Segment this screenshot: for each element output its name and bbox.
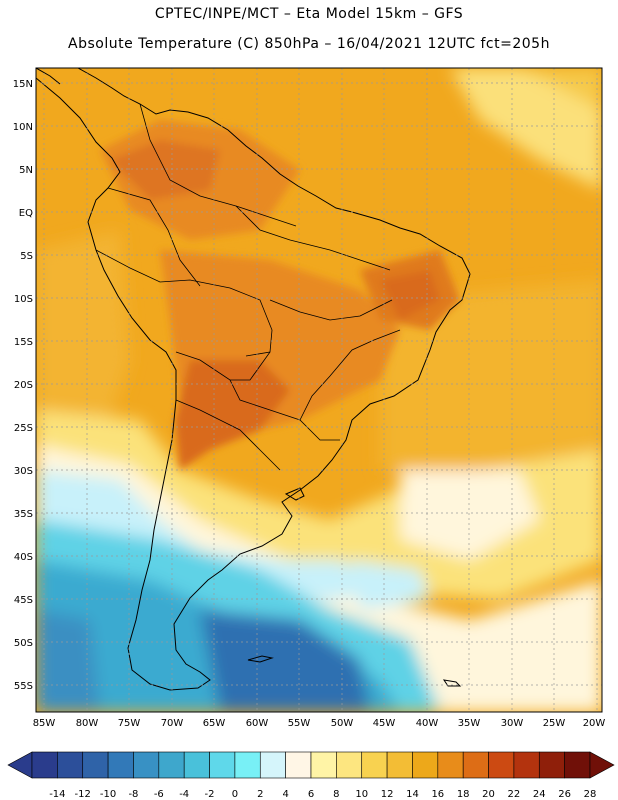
falklands xyxy=(247,655,274,663)
field-very-hot xyxy=(175,360,290,470)
lon-label: 50W xyxy=(331,718,354,729)
colorbar-tick-label: 8 xyxy=(333,789,339,800)
colorbar-tick-label: -6 xyxy=(154,789,164,800)
temperature-field xyxy=(36,68,602,712)
colorbar-tick-label: 10 xyxy=(355,789,368,800)
colorbar-tick-label: 26 xyxy=(558,789,571,800)
colorbar-tick-label: -4 xyxy=(179,789,189,800)
latitude-labels: 15N 10N 5N EQ 5S 10S 15S 20S 25S 30S 35S… xyxy=(13,79,33,692)
colorbar-tick-label: -12 xyxy=(75,789,91,800)
colorbar-tick-label: 12 xyxy=(381,789,394,800)
lon-label: 80W xyxy=(76,718,99,729)
lat-label: 55S xyxy=(14,681,33,692)
lat-label: 20S xyxy=(14,380,33,391)
lat-label: 15S xyxy=(14,337,33,348)
colorbar-swatch xyxy=(234,751,261,779)
colorbar-tick-label: 16 xyxy=(431,789,444,800)
field-pacific-warm xyxy=(36,230,130,430)
lat-label: 30S xyxy=(14,466,33,477)
colorbar-swatch xyxy=(361,751,388,779)
lon-label: 25W xyxy=(543,718,566,729)
lat-label: 25S xyxy=(14,423,33,434)
colorbar-swatch xyxy=(259,751,286,779)
colorbar-tick-label: -2 xyxy=(205,789,215,800)
lon-label: 30W xyxy=(501,718,524,729)
lon-label: 55W xyxy=(288,718,311,729)
colorbar-swatch xyxy=(183,751,210,779)
colorbar: -14 -12 -10 -8 -6 -4 -2 0 2 4 6 8 10 12 14 16 18 20 22 24 26… xyxy=(7,751,615,800)
lat-label: 45S xyxy=(14,595,33,606)
map-title-line2: Absolute Temperature (C) 850hPa – 16/04/… xyxy=(68,36,550,52)
lat-label: 50S xyxy=(14,638,33,649)
lat-label: 10S xyxy=(14,294,33,305)
colorbar-swatch xyxy=(538,751,565,779)
colorbar-tick-label: 28 xyxy=(584,789,597,800)
lon-label: 70W xyxy=(161,718,184,729)
colorbar-tick-label: 2 xyxy=(257,789,263,800)
coastline-central-america xyxy=(36,68,61,85)
lon-label: 45W xyxy=(373,718,396,729)
lon-label: 85W xyxy=(33,718,56,729)
colorbar-swatch xyxy=(57,751,84,779)
field-atlantic-warm xyxy=(380,280,602,470)
colorbar-tick-label: 20 xyxy=(482,789,495,800)
colorbar-swatch xyxy=(310,751,337,779)
colorbar-swatch xyxy=(386,751,413,779)
lon-label: 75W xyxy=(118,718,141,729)
colorbar-tick-label: 18 xyxy=(457,789,470,800)
lat-label: 15N xyxy=(13,79,33,90)
lat-label: 5S xyxy=(20,251,33,262)
colorbar-swatch xyxy=(412,751,439,779)
lat-label: 10N xyxy=(13,122,33,133)
colorbar-swatch xyxy=(462,751,489,779)
lon-label: 65W xyxy=(203,718,226,729)
colorbar-swatch xyxy=(107,751,134,779)
colorbar-tick-label: 22 xyxy=(508,789,521,800)
colorbar-tick-label: 24 xyxy=(533,789,546,800)
field-coldest xyxy=(200,610,370,712)
lat-label: 35S xyxy=(14,509,33,520)
colorbar-tick-label: 14 xyxy=(406,789,419,800)
graticule xyxy=(36,68,602,712)
colorbar-swatch xyxy=(31,751,58,779)
coastlines xyxy=(36,68,471,691)
lat-label: 5N xyxy=(19,165,33,176)
lon-label: 40W xyxy=(416,718,439,729)
colorbar-arrow-high xyxy=(589,751,615,779)
colorbar-swatch xyxy=(158,751,185,779)
colorbar-tick-label: 6 xyxy=(308,789,314,800)
colorbar-swatch xyxy=(82,751,109,779)
longitude-labels: 85W 80W 75W 70W 65W 60W 55W 50W 45W 40W … xyxy=(33,718,606,729)
map-title-line1: CPTEC/INPE/MCT – Eta Model 15km – GFS xyxy=(154,6,464,22)
colorbar-tick-label: 4 xyxy=(282,789,288,800)
lat-label: 40S xyxy=(14,552,33,563)
colorbar-arrow-low xyxy=(7,751,33,779)
colorbar-tick-label: -14 xyxy=(49,789,65,800)
lon-label: 35W xyxy=(458,718,481,729)
colorbar-tick-label: -10 xyxy=(100,789,116,800)
field-ne-mild xyxy=(450,68,602,190)
lon-label: 20W xyxy=(583,718,606,729)
colorbar-swatch xyxy=(513,751,540,779)
colorbar-swatch xyxy=(209,751,236,779)
colorbar-swatch xyxy=(336,751,363,779)
colorbar-tick-label: -8 xyxy=(128,789,138,800)
colorbar-tick-label: 0 xyxy=(232,789,238,800)
lon-label: 60W xyxy=(246,718,269,729)
lat-label: EQ xyxy=(19,208,33,219)
south-georgia xyxy=(442,679,462,687)
colorbar-swatch xyxy=(437,751,464,779)
map-frame xyxy=(35,67,603,713)
lagoon xyxy=(284,487,305,501)
colorbar-swatch xyxy=(285,751,312,779)
colorbar-swatch xyxy=(488,751,515,779)
colorbar-swatch xyxy=(564,751,591,779)
colorbar-swatch xyxy=(133,751,160,779)
coastline-south-america xyxy=(36,68,471,691)
country-borders xyxy=(95,103,401,471)
